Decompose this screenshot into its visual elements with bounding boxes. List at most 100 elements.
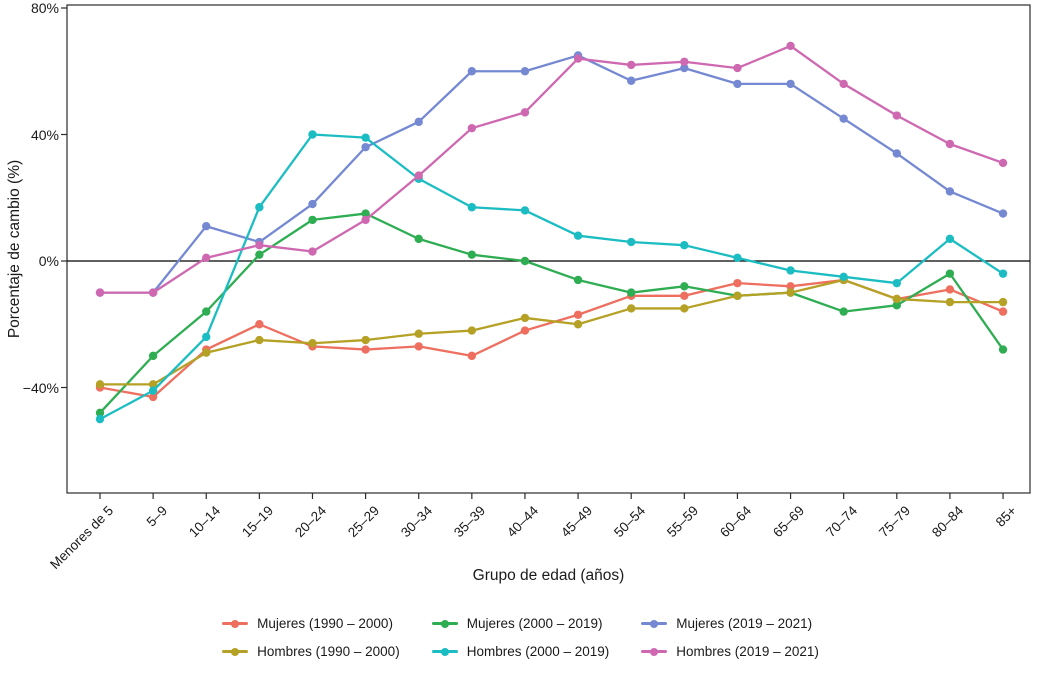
series-point	[308, 339, 317, 348]
legend-key-icon	[431, 641, 458, 662]
y-tick-label: 80%	[30, 0, 59, 16]
series-point	[733, 278, 742, 288]
series-point	[945, 234, 955, 244]
series-point	[148, 392, 158, 402]
series-point	[998, 158, 1008, 168]
plot-area	[61, 4, 1031, 499]
series-point	[786, 79, 795, 89]
legend-item-mujeres-2000-2019: Mujeres (2000 – 2019)	[431, 613, 610, 634]
series-point	[148, 386, 158, 395]
series-point	[733, 291, 742, 300]
series-point	[998, 209, 1008, 218]
legend-label: Mujeres (2000 – 2019)	[466, 616, 603, 631]
series-point	[998, 307, 1008, 316]
series-point	[202, 222, 211, 231]
series-point	[573, 320, 583, 329]
legend-key-icon	[641, 613, 668, 634]
series-point	[680, 291, 689, 300]
series-point	[627, 288, 636, 297]
series-point	[361, 209, 370, 218]
legend-item-mujeres-1990-2000: Mujeres (1990 – 2000)	[222, 613, 400, 634]
series-point	[467, 123, 477, 133]
series-point	[786, 266, 795, 275]
legend: Mujeres (1990 – 2000) Mujeres (2000 – 20…	[0, 613, 1041, 662]
legend-label: Mujeres (1990 – 2000)	[257, 616, 393, 631]
series-point	[202, 348, 211, 357]
series-point	[95, 408, 105, 417]
series-point	[255, 203, 264, 212]
series-point	[467, 351, 477, 361]
series-point	[573, 54, 583, 63]
legend-label: Mujeres (2019 – 2021)	[676, 616, 813, 631]
y-axis-title: Porcentaje de cambio (%)	[6, 159, 23, 339]
series-point	[680, 304, 689, 313]
series-point	[95, 288, 105, 297]
series-point	[202, 332, 211, 342]
series-point	[680, 240, 689, 250]
series-point	[414, 234, 423, 244]
legend-key-icon	[222, 641, 249, 662]
series-point	[520, 256, 530, 266]
series-point	[361, 215, 370, 225]
series-point	[361, 335, 370, 345]
series-point	[627, 304, 636, 313]
series-point	[627, 237, 636, 247]
series-point	[839, 79, 848, 89]
series-line-3	[98, 278, 1005, 386]
series-point	[998, 269, 1008, 278]
series-point	[680, 63, 689, 73]
series-point	[839, 272, 848, 282]
series-point	[520, 206, 530, 215]
series-point	[520, 313, 530, 323]
series-point	[467, 326, 477, 335]
series-line-4	[98, 133, 1005, 421]
series-point	[361, 142, 370, 152]
series-point	[892, 149, 901, 158]
legend-item-hombres-1990-2000: Hombres (1990 – 2000)	[222, 641, 400, 662]
legend-label: Hombres (2019 – 2021)	[676, 644, 819, 659]
x-tick-label: Menores de 5	[47, 503, 117, 572]
series-point	[733, 79, 742, 89]
series-point	[520, 108, 530, 117]
series-point	[361, 133, 370, 142]
series-point	[839, 307, 848, 316]
series-point	[255, 240, 264, 250]
series-point	[361, 345, 370, 354]
series-point	[573, 310, 583, 319]
legend-item-mujeres-2019-2021: Mujeres (2019 – 2021)	[641, 613, 819, 634]
series-point	[998, 297, 1008, 307]
series-point	[839, 114, 848, 123]
series-line-5	[98, 44, 1005, 294]
series-point	[945, 139, 955, 149]
series-point	[892, 278, 901, 288]
series-point	[148, 288, 158, 297]
y-tick-label: 0%	[38, 253, 59, 269]
legend-key-icon	[222, 613, 249, 634]
series-point	[467, 67, 477, 76]
y-tick-label: −40%	[22, 379, 59, 396]
series-point	[573, 231, 583, 240]
series-point	[945, 269, 955, 278]
series-point	[255, 250, 264, 259]
series-point	[308, 247, 317, 256]
series-point	[255, 335, 264, 345]
series-point	[892, 111, 901, 120]
series-point	[202, 307, 211, 316]
series-line-2	[98, 54, 1005, 294]
series-point	[520, 67, 530, 76]
series-point	[467, 250, 477, 259]
series-point	[414, 329, 423, 338]
legend-grid: Mujeres (1990 – 2000) Mujeres (2000 – 20…	[222, 613, 819, 662]
legend-key-icon	[431, 613, 458, 634]
series-point	[627, 76, 636, 85]
series-point	[308, 199, 317, 209]
series-point	[786, 282, 795, 291]
legend-item-hombres-2000-2019: Hombres (2000 – 2019)	[431, 641, 609, 662]
series-point	[255, 320, 264, 329]
series-point	[945, 187, 955, 196]
series-point	[202, 253, 211, 263]
series-point	[680, 57, 689, 66]
series-point	[786, 288, 795, 297]
x-axis-title: Grupo de edad (años)	[472, 567, 625, 584]
